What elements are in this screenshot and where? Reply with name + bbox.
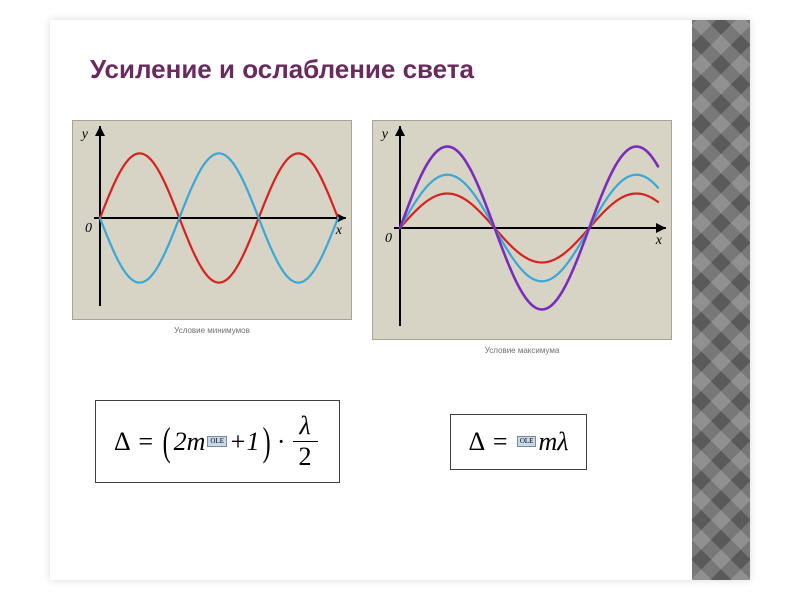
delta-symbol: Δ <box>469 427 486 457</box>
chart-left: yx0 <box>72 120 352 320</box>
slide-title: Усиление и ослабление света <box>90 54 474 85</box>
chart-right: y x 0 <box>372 120 672 340</box>
dot-operator: · <box>277 427 286 457</box>
formula-maximum: Δ = OLE m λ <box>450 414 588 470</box>
svg-text:y: y <box>380 127 389 142</box>
chart-right-caption: Условие максимума <box>485 346 560 355</box>
formulas-row: Δ = ( 2m OLE +1 ) · λ 2 Δ = OLE m λ <box>95 400 587 483</box>
term-lambda: λ <box>557 427 568 457</box>
ole-badge-icon: OLE <box>517 436 537 447</box>
chart-right-block: y x 0 Условие максимума <box>372 120 672 355</box>
ole-badge-icon: OLE <box>207 436 227 447</box>
close-paren: ) <box>262 418 270 465</box>
svg-text:y: y <box>80 127 89 142</box>
open-paren: ( <box>163 418 171 465</box>
delta-symbol: Δ <box>114 427 131 457</box>
svg-text:0: 0 <box>385 231 392 246</box>
term-m: m <box>538 427 557 457</box>
equals-sign: = <box>137 427 155 457</box>
term-plus-one: +1 <box>229 427 260 457</box>
decorative-side-band <box>692 20 750 580</box>
fraction-numerator: λ <box>295 413 314 441</box>
equals-sign: = <box>491 427 509 457</box>
fraction: λ 2 <box>293 413 318 470</box>
term-2m: 2m <box>174 427 206 457</box>
chart-left-caption: Условие минимумов <box>174 326 250 335</box>
charts-row: yx0 Условие минимумов yx0 Условие максим… <box>72 120 672 355</box>
svg-text:x: x <box>655 233 663 248</box>
formula-minimum: Δ = ( 2m OLE +1 ) · λ 2 <box>95 400 340 483</box>
svg-text:0: 0 <box>85 221 92 236</box>
fraction-denominator: 2 <box>293 441 318 470</box>
slide: Усиление и ослабление света yx0 Условие … <box>50 20 750 580</box>
chart-left-block: yx0 Условие минимумов <box>72 120 352 355</box>
